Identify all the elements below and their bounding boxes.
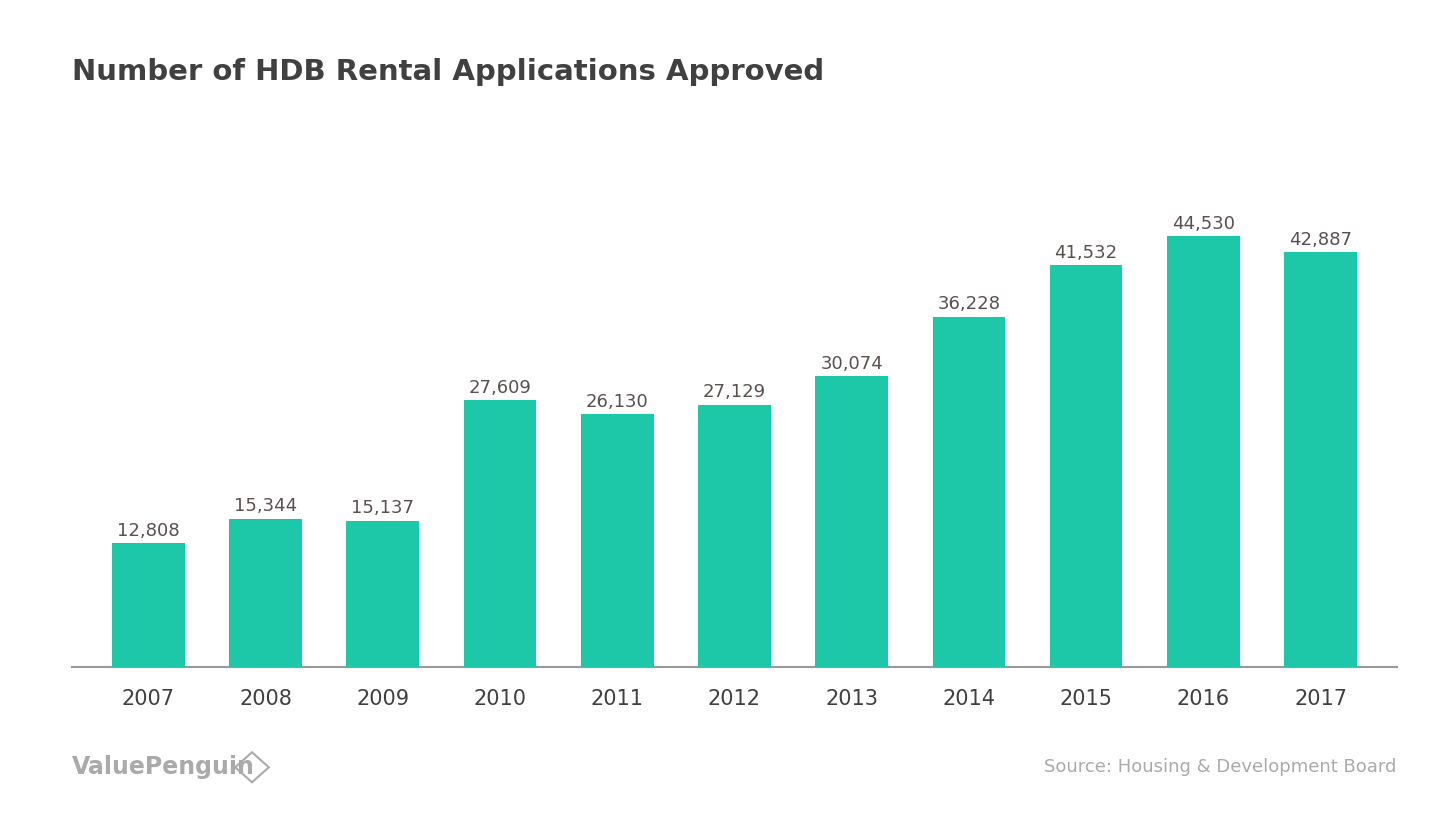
Text: 44,530: 44,530 (1172, 215, 1236, 233)
Bar (698, 404, 770, 667)
Text: 15,344: 15,344 (233, 497, 297, 515)
Text: Number of HDB Rental Applications Approved: Number of HDB Rental Applications Approv… (72, 58, 824, 87)
Text: 27,129: 27,129 (703, 384, 766, 401)
Bar (112, 543, 184, 667)
Text: 42,887: 42,887 (1289, 231, 1352, 249)
Text: ValuePenguin: ValuePenguin (72, 756, 255, 779)
Bar (1050, 265, 1122, 667)
Bar (580, 414, 654, 667)
Text: 30,074: 30,074 (821, 354, 883, 373)
Bar (815, 376, 888, 667)
Bar (464, 400, 536, 667)
Text: 41,532: 41,532 (1054, 244, 1117, 262)
Bar (229, 519, 302, 667)
Bar (347, 520, 419, 667)
Text: 15,137: 15,137 (351, 500, 415, 517)
Bar (1166, 236, 1240, 667)
Text: 26,130: 26,130 (586, 393, 648, 411)
Text: 12,808: 12,808 (117, 522, 180, 540)
Text: Source: Housing & Development Board: Source: Housing & Development Board (1044, 758, 1397, 776)
Text: 27,609: 27,609 (468, 379, 531, 397)
Bar (933, 317, 1005, 667)
Text: 36,228: 36,228 (937, 295, 1001, 314)
Bar (1284, 252, 1356, 667)
